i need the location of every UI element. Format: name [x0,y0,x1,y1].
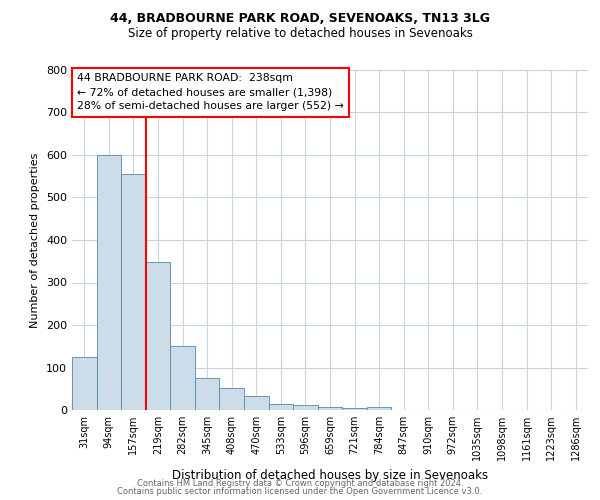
Text: Contains HM Land Registry data © Crown copyright and database right 2024.: Contains HM Land Registry data © Crown c… [137,478,463,488]
Bar [342,408,367,410]
Bar [121,174,146,410]
Bar [269,404,293,410]
Bar [318,406,342,410]
Y-axis label: Number of detached properties: Number of detached properties [31,152,40,328]
Bar [244,396,269,410]
Bar [97,155,121,410]
Bar [367,407,391,410]
Text: Size of property relative to detached houses in Sevenoaks: Size of property relative to detached ho… [128,28,472,40]
Text: Contains public sector information licensed under the Open Government Licence v3: Contains public sector information licen… [118,487,482,496]
Text: 44 BRADBOURNE PARK ROAD:  238sqm
← 72% of detached houses are smaller (1,398)
28: 44 BRADBOURNE PARK ROAD: 238sqm ← 72% of… [77,74,344,112]
Bar [170,346,195,410]
Text: 44, BRADBOURNE PARK ROAD, SEVENOAKS, TN13 3LG: 44, BRADBOURNE PARK ROAD, SEVENOAKS, TN1… [110,12,490,26]
X-axis label: Distribution of detached houses by size in Sevenoaks: Distribution of detached houses by size … [172,468,488,481]
Bar [293,405,318,410]
Bar [220,388,244,410]
Bar [195,378,220,410]
Bar [146,262,170,410]
Bar [72,357,97,410]
